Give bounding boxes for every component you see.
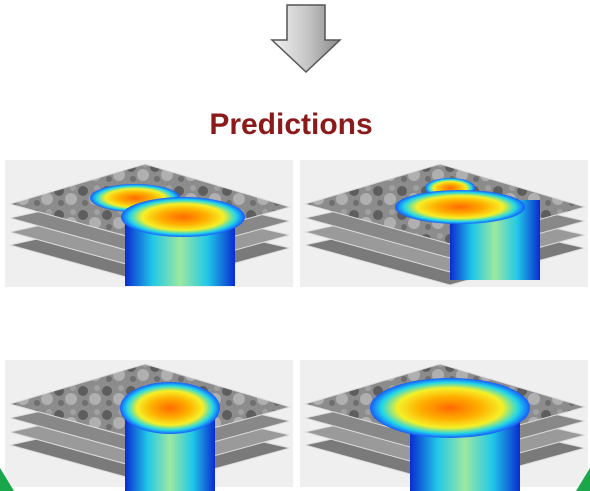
prediction-panel	[4, 359, 294, 491]
corner-accent	[0, 468, 590, 491]
down-arrow	[270, 4, 342, 74]
prediction-panel	[4, 159, 294, 288]
title: Predictions	[209, 108, 372, 141]
prediction-panel	[299, 159, 589, 288]
prediction-panel	[299, 359, 589, 491]
